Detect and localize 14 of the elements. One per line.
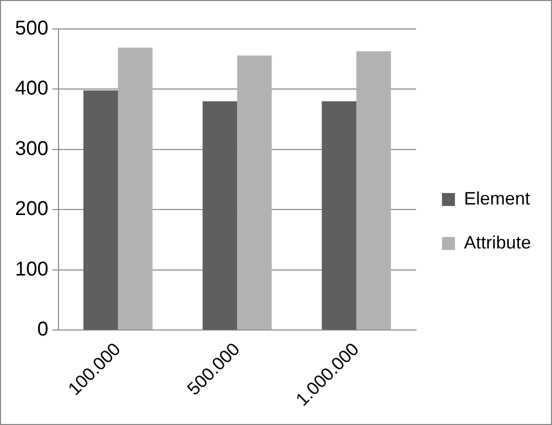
y-tick-label: 500	[14, 18, 48, 40]
bar	[237, 55, 272, 330]
y-tick-label: 400	[14, 78, 48, 100]
y-tick-label: 100	[14, 258, 48, 280]
y-tick-label: 300	[14, 138, 48, 160]
bar	[202, 101, 238, 330]
y-tick-label: 200	[14, 198, 48, 220]
bar	[83, 90, 118, 330]
legend-label: Element	[464, 188, 530, 208]
legend-label: Attribute	[464, 232, 532, 252]
bar	[118, 48, 153, 330]
y-tick-label: 0	[37, 318, 48, 341]
bar	[322, 101, 356, 330]
bar	[356, 51, 391, 330]
